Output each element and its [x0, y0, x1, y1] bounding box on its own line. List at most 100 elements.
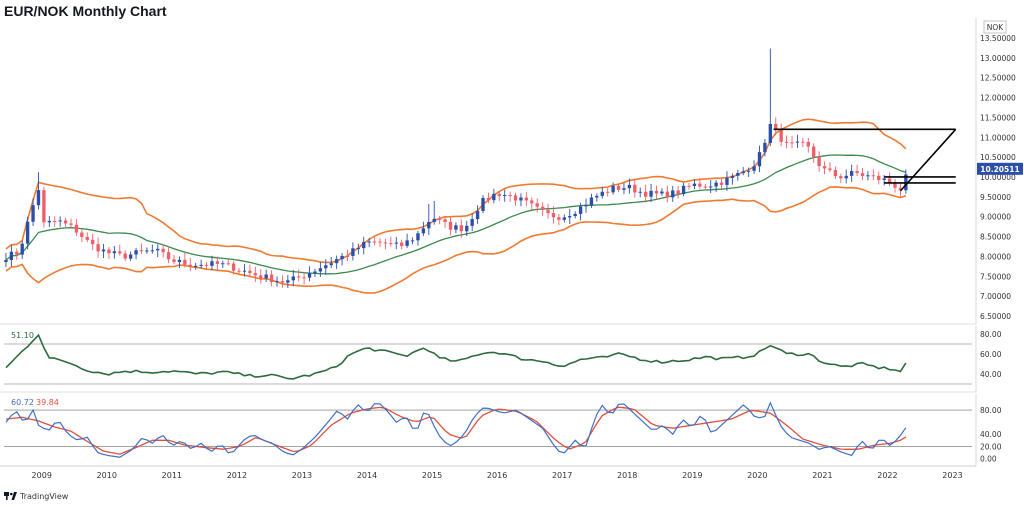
price-tick-6: 10.50000 — [980, 153, 1016, 162]
x-tick-2009: 2009 — [32, 471, 52, 480]
candle-body — [806, 141, 810, 147]
candle — [557, 213, 561, 226]
candle — [763, 138, 767, 157]
candle — [703, 183, 707, 189]
candle-body — [58, 220, 62, 222]
candle — [822, 161, 827, 175]
candle-body — [80, 232, 84, 237]
candle — [297, 269, 301, 282]
candle — [432, 200, 436, 225]
candle — [530, 197, 534, 210]
candle-body — [616, 185, 621, 190]
candle-body — [887, 178, 892, 183]
candle — [80, 229, 84, 243]
candle-body — [676, 190, 680, 195]
candle — [719, 178, 724, 189]
stoch-k-line — [5, 401, 907, 458]
candle — [887, 172, 892, 187]
candle-body — [475, 210, 480, 220]
candle-body — [345, 255, 350, 257]
candle-body — [611, 185, 615, 193]
candle-body — [351, 248, 355, 256]
candle-body — [812, 146, 816, 157]
candle-body — [833, 170, 838, 177]
tradingview-brand: TradingView — [4, 492, 69, 501]
candle-body — [297, 276, 301, 278]
candle — [812, 143, 816, 163]
candle — [356, 243, 361, 255]
candle-body — [584, 205, 588, 207]
candle — [665, 185, 670, 203]
price-tick-2: 12.50000 — [980, 74, 1016, 83]
last-price-marker: 10.20511 — [977, 162, 1023, 175]
candle-body — [882, 178, 886, 181]
candle — [107, 247, 111, 259]
candle-body — [248, 270, 252, 274]
x-tick-2018: 2018 — [617, 471, 637, 480]
candle — [264, 269, 268, 283]
candle-body — [660, 191, 664, 194]
candle-body — [307, 273, 312, 278]
candle — [427, 204, 431, 235]
candle — [649, 183, 653, 203]
candle — [389, 236, 393, 247]
candle — [513, 192, 518, 206]
candle-body — [4, 260, 8, 262]
candle — [286, 274, 290, 289]
candle — [741, 167, 745, 176]
price-tick-3: 12.00000 — [980, 94, 1016, 103]
candle-body — [389, 243, 393, 245]
candle — [871, 169, 876, 181]
candle-body — [183, 259, 187, 265]
candle — [410, 237, 415, 245]
candle — [231, 261, 236, 275]
candle — [150, 244, 155, 254]
candle-body — [454, 225, 458, 230]
candle-body — [519, 197, 523, 201]
candle-body — [589, 197, 594, 206]
candle-body — [822, 166, 827, 169]
candle — [4, 252, 8, 267]
candle-body — [540, 206, 545, 210]
candle — [20, 240, 24, 259]
stoch-k-label: 60.72 — [11, 398, 34, 407]
candle-body — [643, 191, 648, 197]
candle-body — [866, 175, 870, 177]
x-tick-2023: 2023 — [942, 471, 962, 480]
x-tick-2021: 2021 — [812, 471, 832, 480]
candle-body — [898, 187, 903, 191]
price-tick-5: 11.00000 — [980, 133, 1016, 142]
candle-body — [437, 218, 442, 220]
price-pane: 13.50000 13.00000 12.50000 12.00000 11.50000… — [0, 18, 1023, 325]
candle — [416, 230, 420, 246]
candle — [334, 255, 339, 269]
candle — [383, 238, 388, 250]
candle-body — [790, 142, 794, 144]
candle — [768, 48, 773, 147]
candle-body — [595, 195, 599, 198]
candle — [166, 246, 171, 264]
candle — [128, 251, 133, 261]
candle-body — [649, 190, 653, 197]
currency-badge-box — [983, 20, 1007, 34]
candle-body — [855, 171, 859, 174]
candle-body — [844, 175, 848, 179]
candle-body — [448, 221, 453, 230]
candle — [443, 216, 447, 228]
candle — [42, 186, 46, 228]
candle — [606, 187, 610, 197]
candle-body — [253, 273, 258, 276]
x-tick-2020: 2020 — [747, 471, 767, 480]
candle — [676, 186, 680, 199]
candle — [774, 117, 778, 136]
price-y-axis: 13.50000 13.00000 12.50000 12.00000 11.50000… — [980, 34, 1016, 321]
candle-body — [578, 206, 583, 214]
candle — [253, 266, 258, 282]
candle-body — [91, 239, 95, 245]
candle-body — [557, 217, 561, 220]
candle-body — [25, 221, 30, 244]
candle — [405, 233, 409, 248]
candle-body — [757, 152, 762, 167]
stoch-y-axis: 80.00 40.00 20.00 0.00 — [980, 406, 1002, 463]
